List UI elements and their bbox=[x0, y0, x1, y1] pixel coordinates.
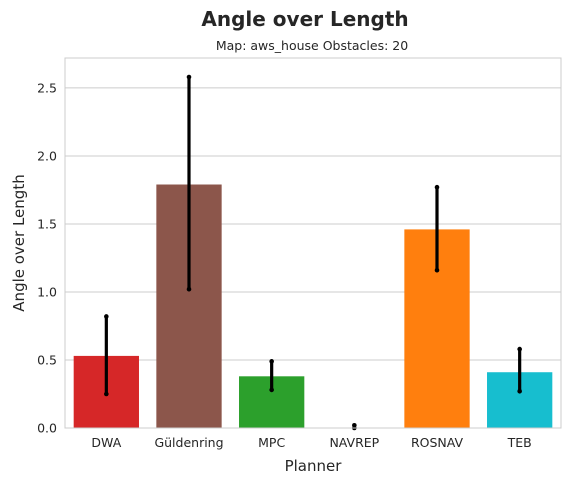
x-tick-label: MPC bbox=[258, 435, 285, 450]
y-tick-label: 0.5 bbox=[37, 352, 57, 367]
error-bar bbox=[352, 422, 357, 431]
error-bar-cap-top bbox=[186, 74, 192, 80]
error-bar-cap-bottom bbox=[104, 391, 109, 397]
x-tick-label: ROSNAV bbox=[411, 435, 464, 450]
x-tick-label: Güldenring bbox=[154, 435, 223, 450]
y-tick-label: 0.0 bbox=[37, 421, 57, 436]
x-tick-label: TEB bbox=[507, 435, 532, 450]
chart-title: Angle over Length bbox=[201, 7, 408, 31]
bars bbox=[73, 184, 553, 428]
error-bar bbox=[434, 184, 440, 273]
error-bar-cap-top bbox=[434, 184, 440, 190]
error-bar bbox=[517, 346, 522, 394]
chart-subtitle: Map: aws_house Obstacles: 20 bbox=[216, 38, 408, 53]
error-bar bbox=[104, 314, 109, 397]
error-bar-cap-bottom bbox=[434, 267, 440, 273]
y-axis-ticks: 0.0 0.5 1.0 1.5 2.0 2.5 bbox=[37, 80, 57, 435]
error-bar-cap-bottom bbox=[517, 388, 522, 394]
error-bar bbox=[186, 74, 192, 292]
y-tick-label: 1.0 bbox=[37, 284, 57, 299]
y-tick-label: 1.5 bbox=[37, 216, 57, 231]
error-bar-cap-bottom bbox=[186, 286, 192, 292]
error-bar-cap-top bbox=[269, 359, 274, 364]
y-tick-label: 2.0 bbox=[37, 148, 57, 163]
error-bar-cap-bottom bbox=[269, 387, 274, 393]
x-tick-label: DWA bbox=[91, 435, 121, 450]
x-axis-ticks: DWA Güldenring MPC NAVREP ROSNAV TEB bbox=[91, 435, 531, 450]
error-bar-cap-top bbox=[517, 346, 522, 352]
error-bars bbox=[104, 74, 522, 431]
y-tick-label: 2.5 bbox=[37, 80, 57, 95]
y-axis-label: Angle over Length bbox=[10, 174, 28, 311]
x-tick-label: NAVREP bbox=[329, 435, 379, 450]
error-bar-cap-top bbox=[104, 314, 109, 319]
gridlines bbox=[65, 87, 561, 429]
x-axis-label: Planner bbox=[285, 457, 343, 475]
error-bar bbox=[269, 359, 274, 393]
plot-area-frame bbox=[64, 57, 562, 429]
